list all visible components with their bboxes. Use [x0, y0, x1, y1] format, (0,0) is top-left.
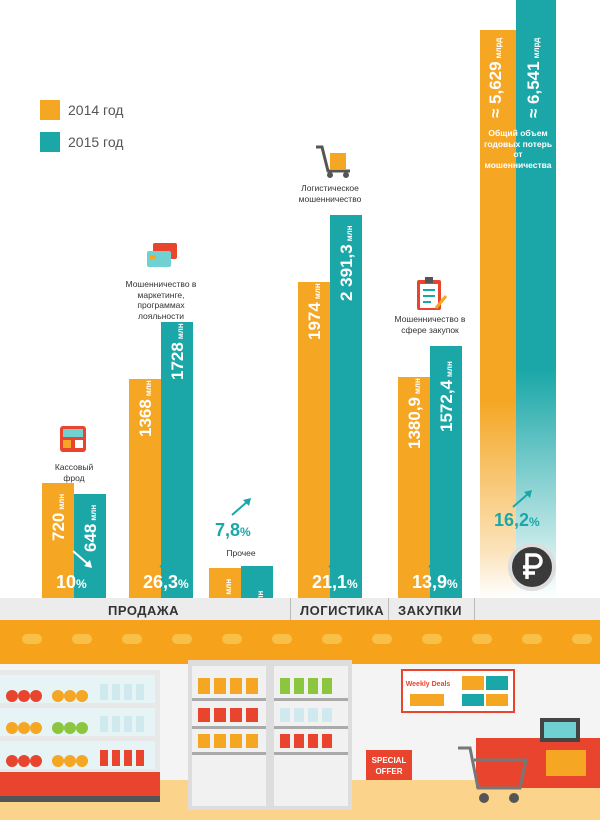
total-category-label: Общий объем годовых потерь от мошенничес…	[483, 128, 553, 170]
checkout-counter	[458, 718, 600, 803]
produce-fridge	[0, 670, 160, 802]
category-label: Мошенничество в маркетинге, программах л…	[125, 279, 197, 321]
weekly-deals-board: Weekly Deals	[401, 669, 515, 713]
clipboard-icon	[414, 276, 448, 317]
trend-arrow-up-icon	[231, 498, 251, 516]
data-label-2015: 648млн	[81, 504, 100, 552]
bar-2014	[129, 379, 161, 598]
section-divider	[290, 598, 291, 620]
svg-text:SPECIAL: SPECIAL	[372, 756, 407, 765]
cash-register-icon	[58, 424, 88, 459]
category-label: Прочее	[226, 548, 256, 558]
special-offer-sign: SPECIAL OFFER	[366, 750, 412, 780]
section-label-sales: ПРОДАЖА	[108, 603, 180, 618]
store-illustration: SPECIAL OFFER Weekly Deals	[0, 620, 600, 820]
bar-2014	[398, 377, 430, 598]
section-label-logistics: ЛОГИСТИКА	[300, 603, 385, 618]
category-label: Мошенничество в сфере закупок	[394, 314, 466, 335]
total-change-percent: 16,2%	[494, 510, 540, 530]
ruble-icon	[508, 543, 556, 591]
legend-label-2015: 2015 год	[68, 134, 124, 150]
data-label-2015: 1728млн	[168, 323, 187, 380]
section-divider	[474, 598, 475, 620]
data-label-2014: 720млн	[49, 493, 68, 541]
data-label-2014: 1380,9млн	[405, 378, 424, 449]
legend-item-2015: 2015 год	[40, 132, 123, 152]
data-label-2014: 1974млн	[305, 283, 324, 340]
bar-2015	[74, 494, 106, 598]
legend-swatch-2015	[40, 132, 60, 152]
change-percent: 26,3%	[143, 572, 189, 592]
bar-2014	[298, 282, 330, 598]
trend-arrow-up-icon	[328, 550, 348, 568]
trend-arrow-up-icon	[428, 550, 448, 568]
data-label-2014: 1368млн	[136, 380, 155, 437]
change-percent: 13,9%	[412, 572, 458, 592]
trend-arrow-up-icon	[159, 550, 179, 568]
section-label-purchasing: ЗАКУПКИ	[398, 603, 462, 618]
legend-swatch-2014	[40, 100, 60, 120]
bar-2015	[241, 566, 273, 598]
trend-arrow-up-icon	[512, 490, 532, 508]
legend-label-2014: 2014 год	[68, 102, 124, 118]
svg-text:OFFER: OFFER	[375, 767, 402, 776]
total-bar-2014	[480, 30, 516, 598]
data-label-2015: 2 391,3млн	[337, 225, 356, 301]
data-label-2015: 1572,4млн	[437, 361, 456, 432]
total-label-2014: ≈ 5,629млрд	[486, 37, 505, 118]
category-label: Логистическое мошенничество	[298, 183, 362, 204]
change-percent: 21,1%	[312, 572, 358, 592]
section-divider	[388, 598, 389, 620]
bar-2014	[42, 483, 74, 598]
change-percent: 10%	[56, 572, 87, 592]
total-label-2015: ≈ 6,541млрд	[524, 37, 543, 118]
change-percent: 7,8%	[215, 520, 251, 540]
grocery-shelves	[188, 660, 352, 810]
trend-arrow-down-icon	[72, 550, 92, 568]
category-label: Кассовый фрод	[54, 462, 94, 483]
legend-item-2014: 2014 год	[40, 100, 123, 120]
svg-text:Weekly Deals: Weekly Deals	[406, 681, 451, 688]
hand-truck-icon	[314, 145, 354, 184]
bar-2015	[330, 215, 362, 598]
credit-card-icon	[145, 241, 179, 276]
bar-2014	[209, 568, 241, 598]
section-axis	[0, 598, 600, 620]
